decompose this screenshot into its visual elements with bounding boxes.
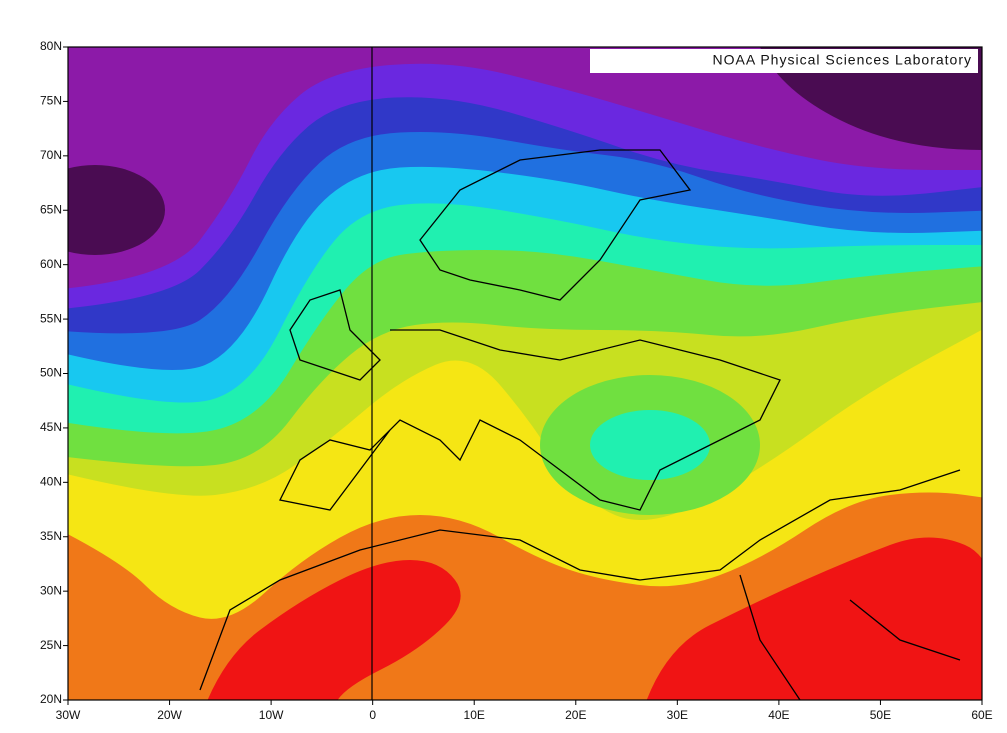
lon-label: 60E bbox=[971, 708, 992, 722]
lat-label: 60N bbox=[40, 257, 62, 271]
ticks: 80N 75N 70N 65N 60N 55N 50N 45N 40N 35N 30N 25N 20N 3… bbox=[40, 39, 993, 722]
lon-label: 20W bbox=[157, 708, 182, 722]
lat-label: 75N bbox=[40, 94, 62, 108]
credit-box bbox=[590, 49, 978, 73]
lat-label: 20N bbox=[40, 692, 62, 706]
lat-label: 70N bbox=[40, 148, 62, 162]
lat-label: 65N bbox=[40, 202, 62, 216]
lon-label: 20E bbox=[565, 708, 586, 722]
coastline bbox=[279, 329, 781, 511]
lon-label: 0 bbox=[369, 708, 376, 722]
lat-label: 30N bbox=[40, 583, 62, 597]
lat-label: 35N bbox=[40, 529, 62, 543]
credit: NOAA Physical Sciences Laboratory bbox=[713, 52, 972, 68]
lat-label: 25N bbox=[40, 638, 62, 652]
band bbox=[646, 537, 982, 700]
lon-label: 10W bbox=[259, 708, 284, 722]
lon-label: 50E bbox=[870, 708, 891, 722]
lat-label: 80N bbox=[40, 39, 62, 53]
lat-label: 45N bbox=[40, 420, 62, 434]
lat-label: 55N bbox=[40, 311, 62, 325]
contour-bands bbox=[68, 47, 982, 700]
lon-label: 10E bbox=[464, 708, 485, 722]
lon-label: 30W bbox=[56, 708, 81, 722]
coastline bbox=[419, 149, 692, 301]
band bbox=[68, 165, 165, 255]
lon-label: 40E bbox=[768, 708, 789, 722]
band bbox=[207, 560, 461, 700]
lat-label: 40N bbox=[40, 475, 62, 489]
coastline bbox=[289, 289, 381, 381]
band bbox=[590, 410, 710, 480]
lat-label: 50N bbox=[40, 366, 62, 380]
lon-label: 30E bbox=[667, 708, 688, 722]
coastline bbox=[199, 469, 961, 691]
coastline bbox=[739, 574, 961, 700]
